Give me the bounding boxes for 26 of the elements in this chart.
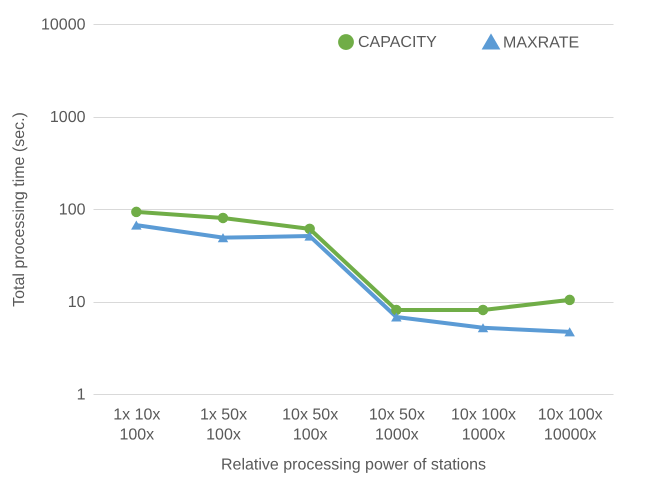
y-tick-label: 10000 — [41, 16, 86, 34]
point — [478, 304, 488, 316]
point — [304, 224, 315, 234]
legend-label: CAPACITY — [358, 34, 438, 52]
point — [391, 312, 402, 322]
x-tick-label: 10x 100x 10000x — [538, 406, 603, 444]
point — [131, 206, 142, 218]
legend-label: MAXRATE — [503, 34, 580, 52]
point — [478, 323, 488, 332]
point — [218, 233, 228, 242]
x-tick-label: 10x 100x 1000x — [451, 406, 516, 444]
x-tick-label: 1x 10x 100x — [113, 406, 160, 444]
x-tick-label: 10x 50x 100x — [282, 406, 338, 444]
y-axis-title: Total processing time (sec.) — [11, 112, 28, 307]
y-tick-label: 1 — [76, 386, 86, 404]
point — [131, 220, 142, 230]
point — [218, 212, 228, 224]
y-tick-label: 10 — [68, 294, 86, 311]
y-tick-label: 1000 — [50, 109, 86, 126]
point — [564, 327, 575, 336]
y-tick-label: 100 — [58, 202, 86, 218]
point — [391, 304, 402, 316]
x-axis-title: Relative processing power of stations — [220, 456, 486, 474]
x-tick-label: 10x 50x 1000x — [368, 406, 425, 444]
point — [564, 294, 575, 306]
x-tick-label: 1x 50x 100x — [200, 406, 248, 444]
